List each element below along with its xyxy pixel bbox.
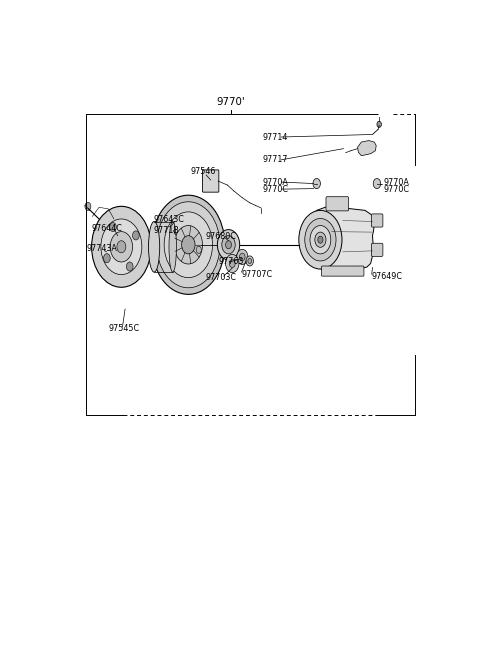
Text: 97644C: 97644C	[92, 224, 122, 233]
FancyBboxPatch shape	[203, 170, 219, 192]
Circle shape	[305, 219, 336, 261]
Circle shape	[104, 254, 110, 263]
Circle shape	[226, 240, 231, 249]
Circle shape	[85, 202, 91, 210]
Circle shape	[174, 225, 203, 264]
Text: 9770C: 9770C	[263, 185, 289, 194]
Circle shape	[101, 219, 142, 275]
Text: 9771B: 9771B	[154, 226, 180, 235]
Text: 97649C: 97649C	[372, 271, 403, 281]
Circle shape	[196, 246, 202, 254]
Circle shape	[377, 122, 382, 127]
Text: 97545C: 97545C	[108, 325, 140, 333]
Text: 97703C: 97703C	[205, 273, 236, 282]
Circle shape	[373, 179, 381, 189]
Ellipse shape	[148, 221, 160, 272]
Text: 9770A: 9770A	[384, 177, 409, 187]
Circle shape	[156, 202, 220, 288]
Text: 97643C: 97643C	[154, 215, 185, 224]
Circle shape	[164, 212, 213, 278]
Circle shape	[318, 236, 323, 243]
Text: 97680C: 97680C	[206, 232, 237, 241]
FancyBboxPatch shape	[372, 243, 383, 256]
Circle shape	[152, 195, 225, 294]
Circle shape	[229, 260, 235, 267]
Circle shape	[315, 232, 326, 247]
Text: 97546: 97546	[190, 168, 216, 177]
Circle shape	[248, 258, 252, 263]
Circle shape	[110, 232, 132, 262]
Circle shape	[240, 253, 245, 261]
Text: 97714: 97714	[263, 133, 288, 141]
Circle shape	[246, 256, 253, 266]
Text: 9770': 9770'	[217, 97, 245, 106]
Circle shape	[126, 262, 133, 271]
Circle shape	[226, 254, 239, 273]
Text: 97743A: 97743A	[87, 244, 118, 254]
FancyBboxPatch shape	[372, 214, 383, 227]
Circle shape	[132, 231, 139, 240]
Text: 97717: 97717	[263, 155, 288, 164]
Circle shape	[299, 210, 342, 269]
Text: 97707C: 97707C	[241, 269, 273, 279]
Circle shape	[313, 179, 321, 189]
Polygon shape	[312, 206, 374, 272]
Polygon shape	[358, 141, 376, 156]
Text: 9770C: 9770C	[384, 185, 409, 194]
Circle shape	[92, 206, 151, 287]
Circle shape	[117, 240, 126, 253]
Circle shape	[237, 249, 248, 265]
Text: 9770A: 9770A	[263, 177, 288, 187]
Circle shape	[181, 236, 195, 254]
Ellipse shape	[193, 212, 202, 278]
FancyBboxPatch shape	[166, 212, 198, 278]
Circle shape	[109, 223, 116, 232]
FancyBboxPatch shape	[322, 266, 364, 276]
Text: 97763: 97763	[218, 258, 243, 267]
Ellipse shape	[161, 212, 171, 278]
Circle shape	[222, 236, 235, 254]
Circle shape	[217, 229, 240, 260]
Circle shape	[310, 225, 331, 254]
Ellipse shape	[169, 221, 177, 272]
FancyBboxPatch shape	[326, 196, 348, 211]
